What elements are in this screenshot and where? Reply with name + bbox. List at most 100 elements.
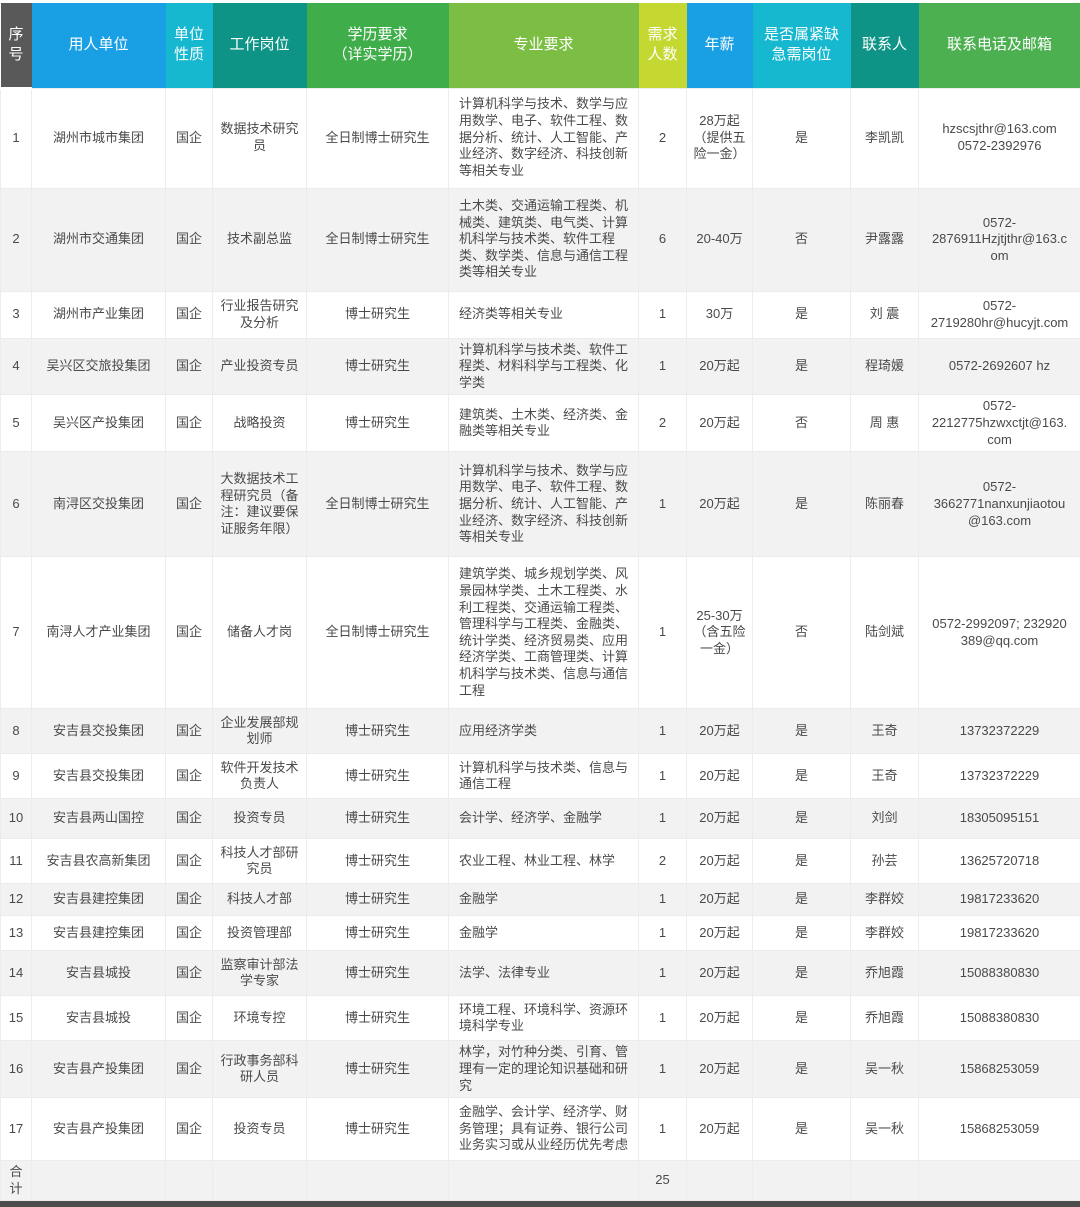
cell-employer: 安吉县城投 — [32, 996, 166, 1041]
cell-education: 全日制博士研究生 — [307, 88, 449, 188]
cell-contact: 尹露露 — [851, 188, 919, 291]
cell-index: 13 — [1, 916, 32, 951]
cell-urgent: 是 — [753, 1041, 851, 1098]
cell-phone-email: 18305095151 — [919, 799, 1080, 839]
cell-position: 技术副总监 — [213, 188, 307, 291]
cell-urgent: 是 — [753, 839, 851, 884]
cell-position: 环境专控 — [213, 996, 307, 1041]
cell-unit-type: 国企 — [166, 799, 213, 839]
cell-headcount: 6 — [639, 188, 687, 291]
cell-phone-email: 13732372229 — [919, 754, 1080, 799]
col-header-salary: 年薪 — [687, 3, 753, 88]
cell-unit-type: 国企 — [166, 709, 213, 754]
cell-salary: 20万起 — [687, 839, 753, 884]
cell-phone-email: 15088380830 — [919, 996, 1080, 1041]
cell-education: 博士研究生 — [307, 951, 449, 996]
cell-education: 博士研究生 — [307, 395, 449, 452]
cell-major: 林学，对竹种分类、引育、管理有一定的理论知识基础和研究 — [449, 1041, 639, 1098]
cell-unit-type: 国企 — [166, 839, 213, 884]
cell-salary: 20万起 — [687, 395, 753, 452]
cell-index: 12 — [1, 884, 32, 916]
cell-urgent: 是 — [753, 88, 851, 188]
cell-major: 金融学、会计学、经济学、财务管理；具有证券、银行公司业务实习或从业经历优先考虑 — [449, 1098, 639, 1161]
cell-employer: 安吉县交投集团 — [32, 754, 166, 799]
cell-major: 经济类等相关专业 — [449, 291, 639, 338]
cell-employer: 安吉县农高新集团 — [32, 839, 166, 884]
cell-position — [213, 1161, 307, 1201]
cell-urgent: 否 — [753, 188, 851, 291]
cell-index: 16 — [1, 1041, 32, 1098]
cell-unit-type — [166, 1161, 213, 1201]
cell-education: 博士研究生 — [307, 996, 449, 1041]
cell-urgent: 是 — [753, 291, 851, 338]
cell-index: 1 — [1, 88, 32, 188]
cell-salary: 20万起 — [687, 916, 753, 951]
cell-position: 战略投资 — [213, 395, 307, 452]
cell-employer: 湖州市城市集团 — [32, 88, 166, 188]
cell-phone-email: 0572- 3662771nanxunjiaotou@163.com — [919, 452, 1080, 557]
cell-headcount: 1 — [639, 951, 687, 996]
cell-salary: 20万起 — [687, 996, 753, 1041]
cell-index: 6 — [1, 452, 32, 557]
cell-urgent: 否 — [753, 557, 851, 709]
cell-index: 9 — [1, 754, 32, 799]
cell-position: 软件开发技术负责人 — [213, 754, 307, 799]
col-header-education: 学历要求 （详实学历） — [307, 3, 449, 88]
cell-headcount: 1 — [639, 916, 687, 951]
cell-index: 5 — [1, 395, 32, 452]
cell-index: 4 — [1, 338, 32, 395]
cell-salary: 20万起 — [687, 951, 753, 996]
col-header-urgent: 是否属紧缺 急需岗位 — [753, 3, 851, 88]
cell-contact: 李凯凯 — [851, 88, 919, 188]
col-header-employer: 用人单位 — [32, 3, 166, 88]
cell-urgent: 是 — [753, 754, 851, 799]
cell-education: 博士研究生 — [307, 799, 449, 839]
cell-index: 7 — [1, 557, 32, 709]
cell-headcount: 1 — [639, 884, 687, 916]
cell-education: 博士研究生 — [307, 839, 449, 884]
cell-major: 建筑类、土木类、经济类、金融类等相关专业 — [449, 395, 639, 452]
cell-major: 法学、法律专业 — [449, 951, 639, 996]
cell-employer: 南浔人才产业集团 — [32, 557, 166, 709]
cell-major: 金融学 — [449, 916, 639, 951]
col-header-index: 序 号 — [1, 3, 32, 88]
col-header-contact: 联系人 — [851, 3, 919, 88]
cell-phone-email: 0572- 2212775hzwxctjt@163.com — [919, 395, 1080, 452]
col-header-phone-email: 联系电话及邮箱 — [919, 3, 1080, 88]
cell-salary: 20万起 — [687, 338, 753, 395]
cell-headcount: 2 — [639, 395, 687, 452]
cell-headcount: 1 — [639, 452, 687, 557]
col-header-position: 工作岗位 — [213, 3, 307, 88]
cell-employer: 湖州市交通集团 — [32, 188, 166, 291]
cell-contact: 刘 震 — [851, 291, 919, 338]
cell-unit-type: 国企 — [166, 338, 213, 395]
cell-urgent: 是 — [753, 452, 851, 557]
cell-contact: 刘剑 — [851, 799, 919, 839]
cell-employer: 吴兴区交旅投集团 — [32, 338, 166, 395]
cell-education: 全日制博士研究生 — [307, 188, 449, 291]
cell-major — [449, 1161, 639, 1201]
cell-urgent — [753, 1161, 851, 1201]
cell-salary: 20万起 — [687, 709, 753, 754]
cell-employer: 南浔区交投集团 — [32, 452, 166, 557]
cell-headcount: 1 — [639, 557, 687, 709]
cell-position: 监察审计部法学专家 — [213, 951, 307, 996]
cell-phone-email: 0572-2992097; 232920389@qq.com — [919, 557, 1080, 709]
cell-index: 合 计 — [1, 1161, 32, 1201]
cell-urgent: 是 — [753, 916, 851, 951]
cell-contact: 程琦媛 — [851, 338, 919, 395]
cell-contact: 李群姣 — [851, 884, 919, 916]
cell-contact: 乔旭霞 — [851, 996, 919, 1041]
cell-education: 博士研究生 — [307, 338, 449, 395]
cell-unit-type: 国企 — [166, 951, 213, 996]
cell-major: 金融学 — [449, 884, 639, 916]
cell-education: 博士研究生 — [307, 884, 449, 916]
cell-education: 博士研究生 — [307, 709, 449, 754]
cell-position: 产业投资专员 — [213, 338, 307, 395]
